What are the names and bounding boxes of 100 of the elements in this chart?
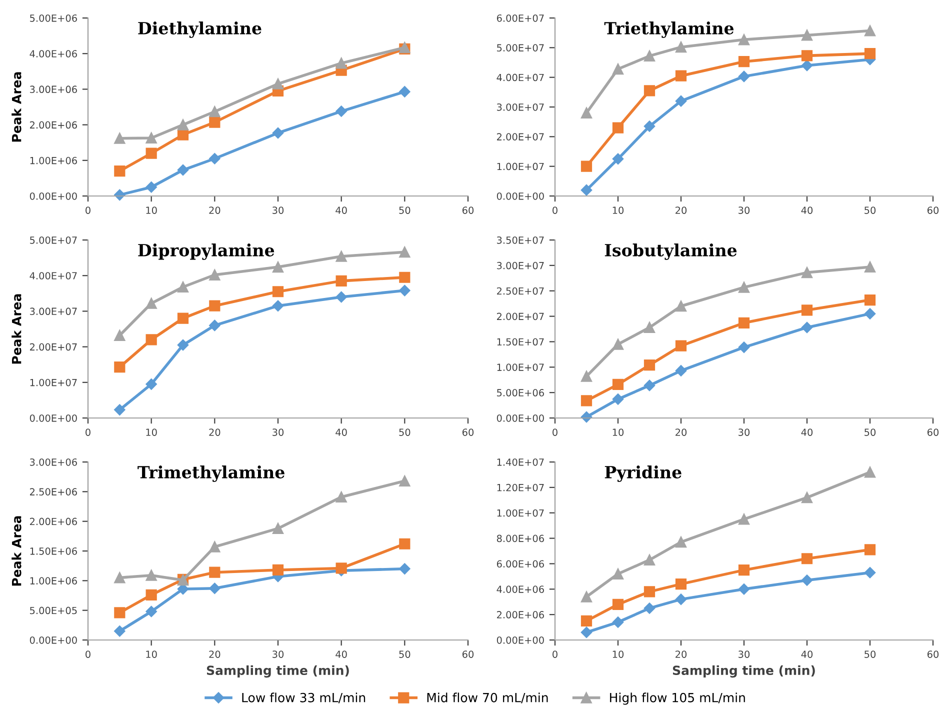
x-tick-label: 50 bbox=[864, 206, 876, 214]
x-tick-label: 0 bbox=[552, 650, 558, 658]
point bbox=[272, 78, 284, 90]
point bbox=[114, 572, 126, 584]
y-tick-label: 3.50E+07 bbox=[497, 236, 544, 244]
point bbox=[675, 536, 687, 548]
x-tick-label: 30 bbox=[738, 206, 750, 214]
x-tick-label: 50 bbox=[864, 428, 876, 436]
point bbox=[336, 491, 347, 503]
point bbox=[399, 86, 410, 98]
legend-label: High flow 105 mL/min bbox=[610, 692, 745, 705]
point bbox=[864, 308, 876, 320]
point bbox=[580, 395, 592, 406]
point bbox=[399, 563, 410, 574]
point bbox=[864, 25, 876, 36]
point bbox=[801, 492, 813, 504]
point bbox=[738, 584, 750, 595]
x-tick-label: 60 bbox=[927, 428, 939, 436]
point bbox=[114, 607, 126, 618]
point bbox=[675, 594, 687, 605]
point bbox=[612, 598, 624, 610]
point bbox=[738, 342, 750, 353]
point bbox=[738, 282, 750, 293]
point bbox=[675, 95, 687, 107]
point bbox=[272, 522, 284, 534]
point bbox=[209, 269, 220, 280]
y-tick-label: 1.00E+07 bbox=[497, 509, 544, 517]
point bbox=[146, 334, 157, 346]
y-tick-label: 5.00E+07 bbox=[30, 236, 77, 244]
point bbox=[209, 320, 220, 332]
point bbox=[612, 378, 624, 390]
point bbox=[864, 48, 876, 60]
point bbox=[801, 60, 813, 72]
legend-label: Low flow 33 mL/min bbox=[242, 692, 366, 704]
point bbox=[177, 129, 189, 140]
point bbox=[399, 246, 410, 258]
point bbox=[146, 132, 157, 144]
point bbox=[675, 42, 687, 53]
point bbox=[336, 250, 347, 262]
y-tick-label: 5.00E+05 bbox=[30, 606, 77, 614]
y-tick-label: 0.00E+00 bbox=[496, 192, 544, 200]
x-tick-label: 40 bbox=[801, 650, 813, 658]
y-tick-label: 4.00E+06 bbox=[30, 50, 77, 58]
point bbox=[146, 606, 157, 618]
point bbox=[612, 153, 624, 165]
point bbox=[177, 164, 189, 176]
point bbox=[114, 404, 126, 416]
x-tick-label: 60 bbox=[927, 650, 939, 658]
point bbox=[612, 122, 624, 134]
point bbox=[272, 286, 284, 298]
y-tick-label: 8.00E+06 bbox=[496, 534, 544, 542]
point bbox=[399, 272, 410, 283]
x-tick-label: 30 bbox=[272, 650, 284, 658]
point bbox=[209, 541, 220, 552]
point bbox=[336, 562, 347, 574]
chart-title: Pyridine bbox=[604, 466, 682, 482]
x-axis-title: Sampling time (min) bbox=[672, 665, 815, 678]
x-tick-label: 40 bbox=[336, 206, 347, 214]
x-tick-label: 40 bbox=[336, 428, 347, 436]
point bbox=[612, 616, 624, 628]
point bbox=[177, 339, 189, 351]
x-tick-label: 40 bbox=[801, 206, 813, 214]
point bbox=[612, 338, 624, 350]
legend-label: Mid flow 70 mL/min bbox=[427, 692, 548, 704]
point bbox=[146, 181, 157, 193]
x-tick-label: 10 bbox=[612, 206, 624, 214]
point bbox=[738, 514, 750, 525]
point bbox=[209, 566, 220, 578]
y-tick-label: 6.00E+07 bbox=[496, 14, 544, 22]
point bbox=[209, 153, 220, 164]
y-axis-title: Peak Area bbox=[12, 294, 22, 364]
x-tick-label: 10 bbox=[146, 206, 157, 214]
point bbox=[738, 317, 750, 328]
point bbox=[177, 119, 189, 130]
point bbox=[580, 591, 592, 602]
point bbox=[336, 275, 347, 286]
point bbox=[612, 63, 624, 75]
x-tick-label: 40 bbox=[336, 650, 347, 658]
point bbox=[801, 574, 813, 586]
point bbox=[272, 127, 284, 139]
x-axis-title: Sampling time (min) bbox=[206, 665, 349, 678]
point bbox=[177, 281, 189, 293]
point bbox=[675, 340, 687, 352]
point bbox=[864, 466, 876, 478]
point bbox=[399, 538, 410, 550]
point bbox=[644, 85, 656, 96]
point bbox=[146, 378, 157, 390]
x-tick-label: 50 bbox=[399, 650, 410, 658]
point bbox=[114, 625, 126, 637]
y-tick-label: 1.40E+07 bbox=[497, 458, 544, 466]
point bbox=[644, 120, 656, 132]
x-tick-label: 20 bbox=[209, 428, 220, 436]
x-tick-label: 0 bbox=[86, 650, 90, 658]
point bbox=[580, 160, 592, 172]
y-tick-label: 2.50E+06 bbox=[30, 488, 77, 496]
y-tick-label: 0.00E+00 bbox=[496, 414, 544, 422]
x-tick-label: 30 bbox=[738, 428, 750, 436]
point bbox=[801, 304, 813, 316]
point bbox=[801, 322, 813, 334]
point bbox=[209, 106, 220, 118]
